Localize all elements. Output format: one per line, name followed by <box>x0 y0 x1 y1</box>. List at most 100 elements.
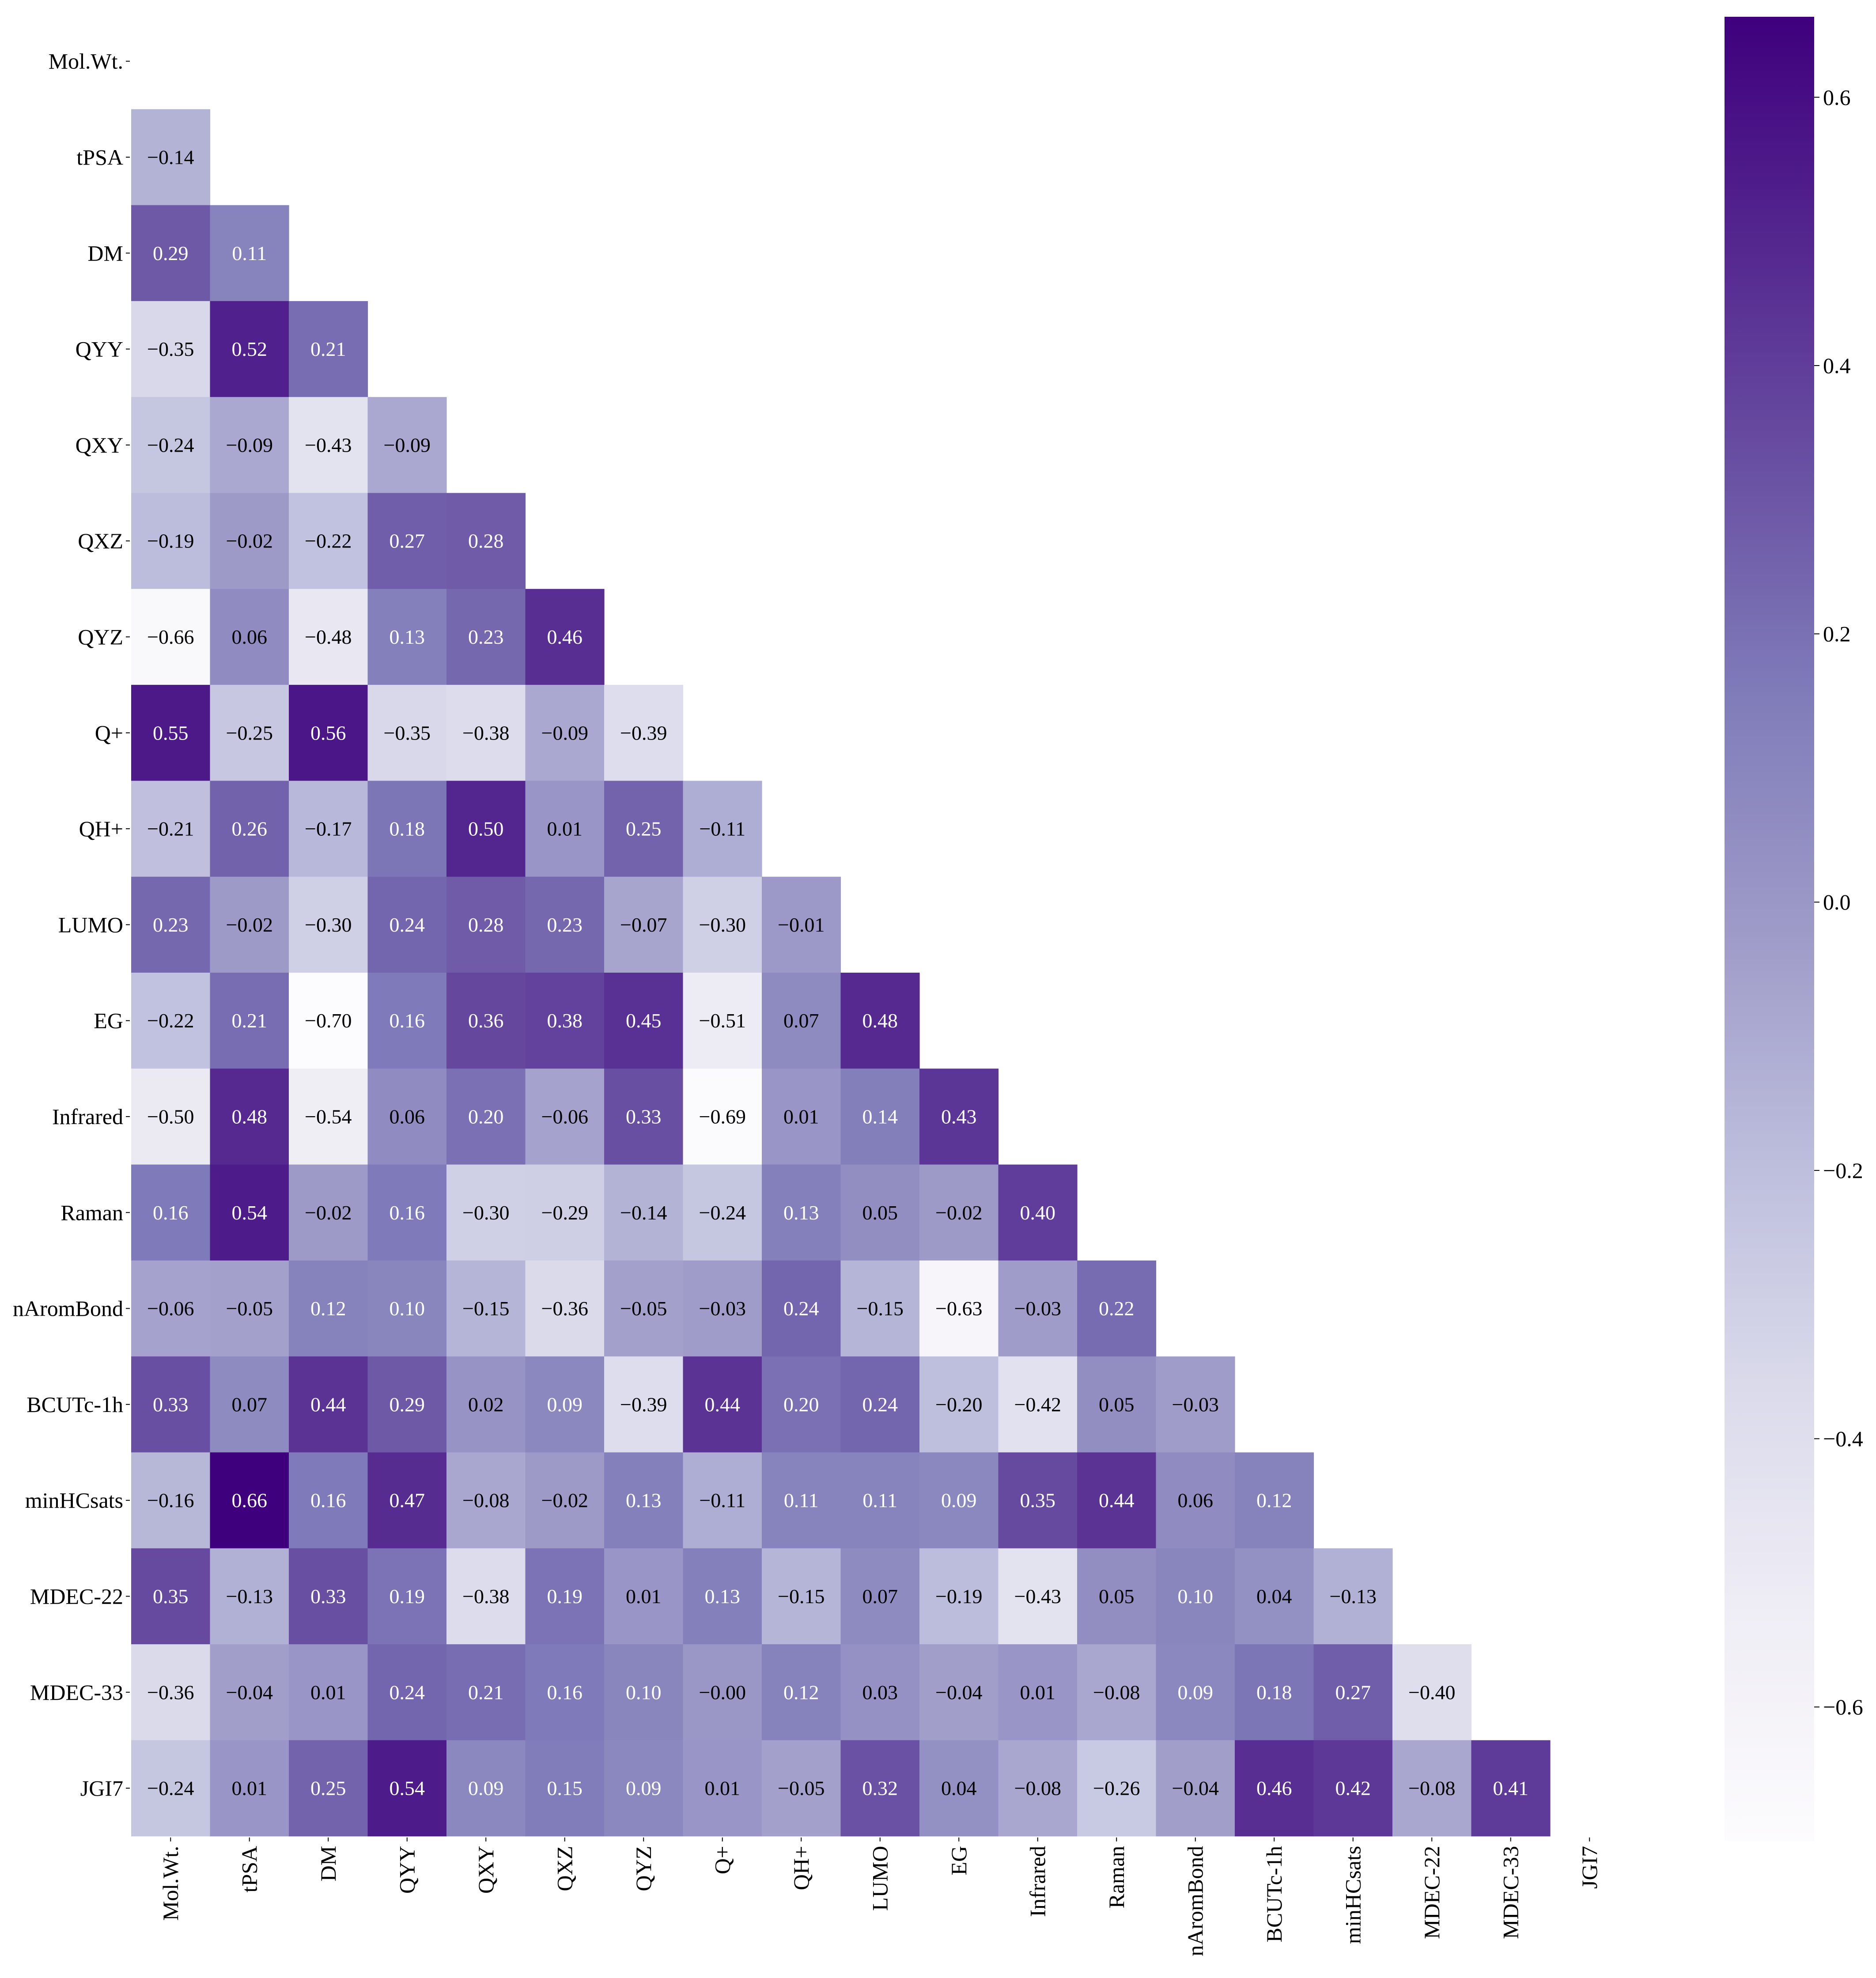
x-axis-labels: Mol.Wt. tPSA DM QYY QXY QXZ QYZ Q+ QH+ LUMO EG Infr… <box>158 1837 1602 1956</box>
cell-value-label: 0.09 <box>1178 1681 1214 1703</box>
heatmap-cell <box>525 781 605 877</box>
heatmap-cell <box>683 1548 762 1645</box>
heatmap-cell <box>525 1068 605 1165</box>
cell-value-label: −0.70 <box>305 1009 352 1032</box>
cell-value-label: 0.24 <box>783 1297 819 1320</box>
cell-value-label: 0.44 <box>705 1393 741 1416</box>
cell-value-label: 0.32 <box>862 1777 898 1800</box>
heatmap-cell <box>131 973 211 1069</box>
heatmap-cell <box>131 1356 211 1453</box>
heatmap-cell <box>919 1452 999 1549</box>
cell-value-label: 0.24 <box>390 1681 425 1703</box>
y-tick-label: QH+ <box>79 816 123 841</box>
cell-value-label: 0.43 <box>941 1105 977 1128</box>
cell-value-label: 0.10 <box>1178 1585 1214 1608</box>
cell-value-label: −0.03 <box>1014 1297 1061 1320</box>
cell-value-label: 0.19 <box>547 1585 583 1608</box>
heatmap-cell <box>998 1644 1078 1740</box>
cell-value-label: 0.35 <box>153 1585 189 1608</box>
y-tick-label: Raman <box>61 1200 123 1225</box>
cell-value-label: −0.06 <box>541 1105 588 1128</box>
heatmap-cell <box>919 1740 999 1837</box>
cell-value-label: −0.13 <box>1330 1585 1377 1608</box>
heatmap-cell <box>683 781 762 877</box>
cell-value-label: 0.05 <box>862 1201 898 1224</box>
cell-value-label: 0.05 <box>1099 1585 1135 1608</box>
cell-value-label: −0.02 <box>935 1201 982 1224</box>
heatmap-cell <box>367 973 447 1069</box>
cell-value-label: −0.08 <box>1408 1777 1455 1800</box>
x-tick-label: Infrared <box>1025 1846 1050 1917</box>
heatmap-cell <box>1235 1740 1314 1837</box>
cell-value-label: −0.39 <box>620 1393 667 1416</box>
cell-value-label: 0.16 <box>310 1489 346 1512</box>
y-tick-label: EG <box>94 1008 123 1033</box>
heatmap-cell <box>446 589 526 685</box>
heatmap-cell <box>210 301 289 397</box>
cell-value-label: −0.38 <box>462 1585 509 1608</box>
heatmap-cell <box>762 1260 841 1357</box>
cell-value-label: −0.15 <box>778 1585 825 1608</box>
colorbar-tick-label: 0.0 <box>1823 890 1851 914</box>
heatmap-cell <box>446 876 526 973</box>
heatmap-cell <box>840 1356 920 1453</box>
heatmap-cell <box>525 1740 605 1837</box>
heatmap-cell <box>367 1260 447 1357</box>
heatmap-cell <box>210 1356 289 1453</box>
heatmap-cell <box>919 1548 999 1645</box>
heatmap-cell <box>840 1740 920 1837</box>
colorbar <box>1725 17 1814 1841</box>
heatmap-cell <box>683 876 762 973</box>
heatmap-cell <box>604 1356 684 1453</box>
cell-value-label: −0.15 <box>462 1297 509 1320</box>
cell-value-label: 0.66 <box>232 1489 268 1512</box>
cell-value-label: 0.09 <box>468 1777 504 1800</box>
heatmap-cell <box>604 1068 684 1165</box>
cell-value-label: 0.09 <box>547 1393 583 1416</box>
colorbar-tick-label: −0.6 <box>1823 1695 1863 1719</box>
y-tick-label: tPSA <box>76 145 123 170</box>
cell-value-label: 0.12 <box>1256 1489 1292 1512</box>
heatmap-cell <box>762 1068 841 1165</box>
cell-value-label: 0.15 <box>547 1777 583 1800</box>
heatmap-cell <box>131 1260 211 1357</box>
heatmap-cell <box>1392 1644 1472 1740</box>
cell-value-label: 0.41 <box>1493 1777 1529 1800</box>
cell-value-label: 0.01 <box>1020 1681 1056 1703</box>
heatmap-cell <box>998 1548 1078 1645</box>
heatmap-cell <box>446 1452 526 1549</box>
cell-value-label: 0.18 <box>390 818 425 840</box>
cell-value-label: 0.06 <box>390 1105 425 1128</box>
cell-value-label: 0.16 <box>547 1681 583 1703</box>
heatmap-cell <box>919 1356 999 1453</box>
y-tick-label: LUMO <box>58 912 123 937</box>
heatmap-cell <box>919 1260 999 1357</box>
y-tick-label: minHCsats <box>25 1488 123 1513</box>
heatmap-cell <box>289 397 368 494</box>
heatmap-cell <box>289 1164 368 1261</box>
cell-value-label: 0.01 <box>310 1681 346 1703</box>
cell-value-label: −0.38 <box>462 721 509 744</box>
cell-value-label: 0.20 <box>783 1393 819 1416</box>
y-tick-label: MDEC-22 <box>30 1584 123 1608</box>
cell-value-label: 0.36 <box>468 1009 504 1032</box>
heatmap-cell <box>289 301 368 397</box>
cell-value-label: −0.04 <box>935 1681 982 1703</box>
cell-value-label: −0.25 <box>226 721 273 744</box>
cell-value-label: −0.20 <box>935 1393 982 1416</box>
heatmap-cell <box>210 1740 289 1837</box>
heatmap-cell <box>210 1548 289 1645</box>
cell-value-label: 0.12 <box>783 1681 819 1703</box>
heatmap-cell <box>840 1260 920 1357</box>
heatmap-cell <box>131 1452 211 1549</box>
cell-value-label: 0.13 <box>705 1585 741 1608</box>
cell-value-label: 0.35 <box>1020 1489 1056 1512</box>
cell-value-label: 0.54 <box>390 1777 425 1800</box>
heatmap-cell <box>289 973 368 1069</box>
y-tick-label: QXY <box>76 433 123 457</box>
cell-value-label: 0.11 <box>862 1489 897 1512</box>
heatmap-cell <box>762 876 841 973</box>
cell-value-label: 0.02 <box>468 1393 504 1416</box>
cell-value-label: −0.00 <box>699 1681 746 1703</box>
heatmap-cell <box>1156 1356 1235 1453</box>
